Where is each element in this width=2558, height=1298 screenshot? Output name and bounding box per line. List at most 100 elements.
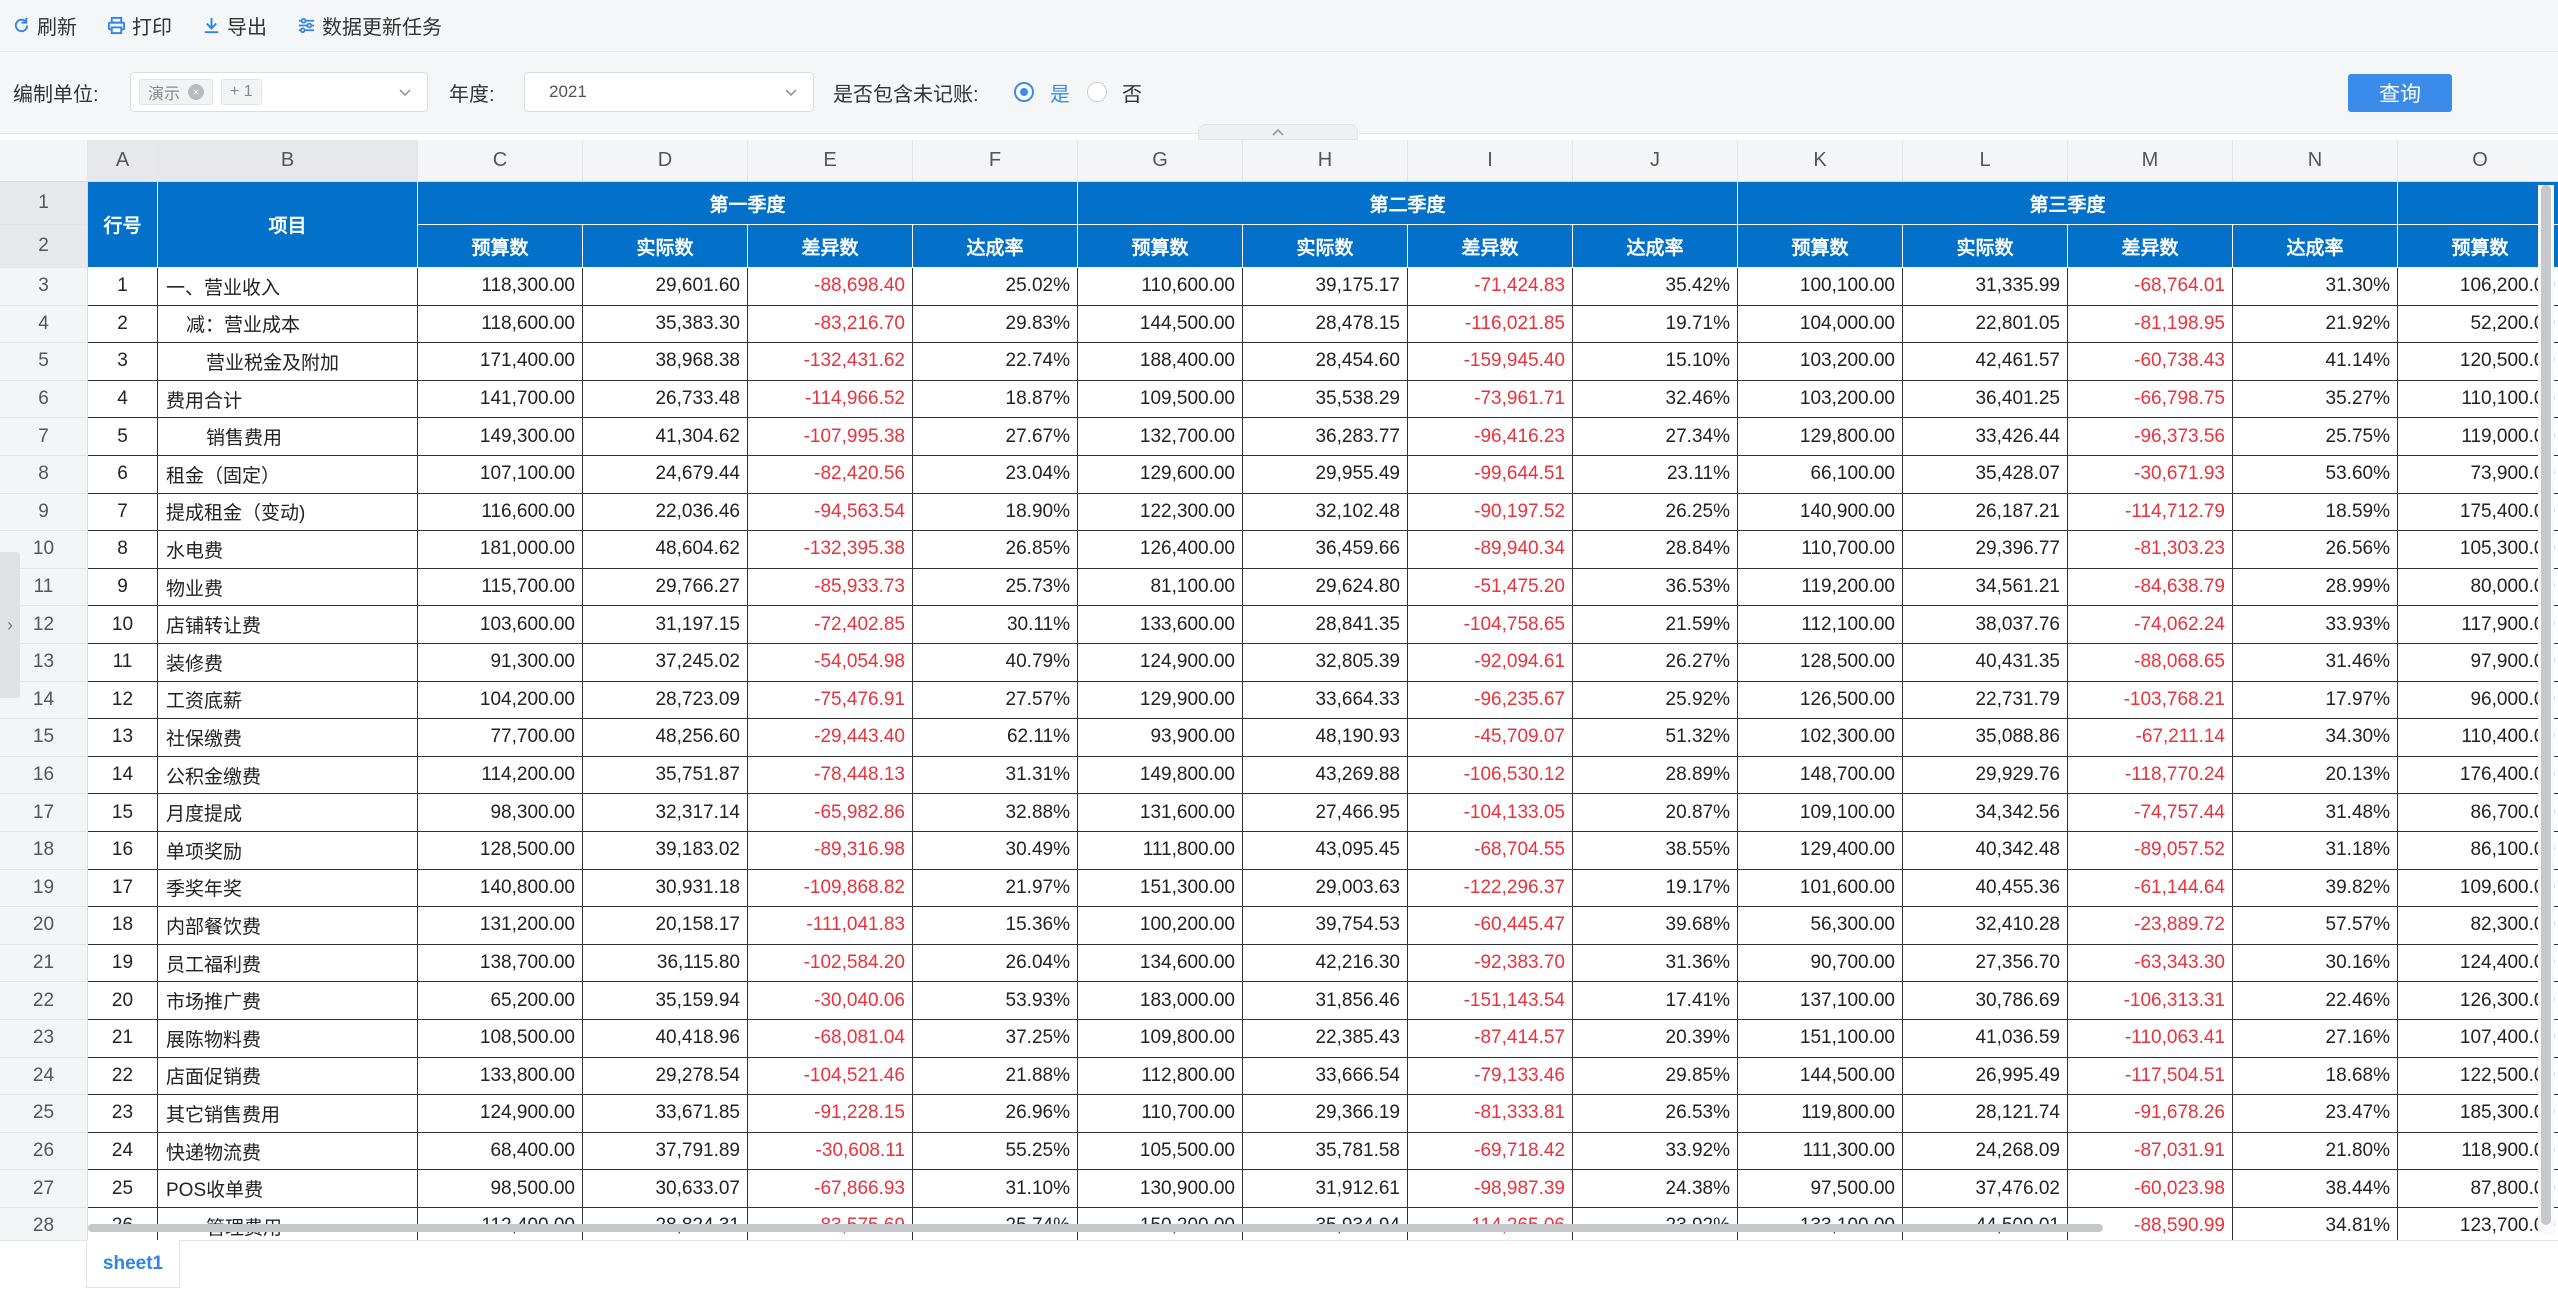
value-cell[interactable]: 30,786.69 xyxy=(1903,982,2068,1020)
value-cell[interactable]: 20,158.17 xyxy=(583,907,748,945)
value-cell[interactable]: -68,704.55 xyxy=(1408,832,1573,870)
column-header-B[interactable]: B xyxy=(158,140,418,182)
side-panel-toggle[interactable]: › xyxy=(0,552,20,698)
row-number-cell[interactable]: 2 xyxy=(88,305,158,344)
value-cell[interactable]: 123,700.00 xyxy=(2398,1208,2558,1240)
row-header[interactable]: 26 xyxy=(0,1132,88,1171)
value-cell[interactable]: 48,604.62 xyxy=(583,531,748,569)
column-header-K[interactable]: K xyxy=(1738,140,1903,182)
row-number-cell[interactable]: 6 xyxy=(88,456,158,494)
value-cell[interactable]: 40,418.96 xyxy=(583,1020,748,1058)
column-header-D[interactable]: D xyxy=(583,140,748,182)
value-cell[interactable]: 36,115.80 xyxy=(583,944,748,983)
row-number-cell[interactable]: 17 xyxy=(88,869,158,908)
value-cell[interactable]: 32,805.39 xyxy=(1243,644,1408,682)
value-cell[interactable]: 53.60% xyxy=(2233,456,2398,494)
value-cell[interactable]: -151,143.54 xyxy=(1408,982,1573,1020)
value-cell[interactable]: -68,081.04 xyxy=(748,1020,913,1058)
row-header[interactable]: 27 xyxy=(0,1170,88,1208)
value-cell[interactable]: 105,300.00 xyxy=(2398,531,2558,569)
value-cell[interactable]: 20.39% xyxy=(1573,1020,1738,1058)
value-cell[interactable]: -63,343.30 xyxy=(2068,944,2233,983)
item-cell[interactable]: 装修费 xyxy=(158,644,418,682)
value-cell[interactable]: 144,500.00 xyxy=(1738,1057,1903,1096)
value-cell[interactable]: 19.71% xyxy=(1573,305,1738,344)
row-header[interactable]: 18 xyxy=(0,832,88,870)
value-cell[interactable]: 31,197.15 xyxy=(583,606,748,644)
value-cell[interactable]: 120,500.00 xyxy=(2398,343,2558,381)
value-cell[interactable]: 81,100.00 xyxy=(1078,568,1243,607)
value-cell[interactable]: 171,400.00 xyxy=(418,343,583,381)
value-cell[interactable]: 40,431.35 xyxy=(1903,644,2068,682)
value-cell[interactable]: 21.92% xyxy=(2233,305,2398,344)
value-cell[interactable]: 134,600.00 xyxy=(1078,944,1243,983)
value-cell[interactable]: 27.16% xyxy=(2233,1020,2398,1058)
row-number-cell[interactable]: 23 xyxy=(88,1095,158,1133)
row-number-cell[interactable]: 5 xyxy=(88,418,158,456)
value-cell[interactable]: -89,316.98 xyxy=(748,832,913,870)
radio-no[interactable] xyxy=(1087,82,1107,102)
column-header-E[interactable]: E xyxy=(748,140,913,182)
value-cell[interactable]: 19.17% xyxy=(1573,869,1738,908)
value-cell[interactable]: 130,900.00 xyxy=(1078,1170,1243,1208)
row-number-cell[interactable]: 4 xyxy=(88,380,158,419)
value-cell[interactable]: 18.87% xyxy=(913,380,1078,419)
value-cell[interactable]: 115,700.00 xyxy=(418,568,583,607)
item-cell[interactable]: 工资底薪 xyxy=(158,681,418,720)
value-cell[interactable]: -106,313.31 xyxy=(2068,982,2233,1020)
value-cell[interactable]: 43,095.45 xyxy=(1243,832,1408,870)
value-cell[interactable]: -84,638.79 xyxy=(2068,568,2233,607)
value-cell[interactable]: 82,300.00 xyxy=(2398,907,2558,945)
value-cell[interactable]: 110,600.00 xyxy=(1078,268,1243,306)
value-cell[interactable]: -107,995.38 xyxy=(748,418,913,456)
value-cell[interactable]: -60,023.98 xyxy=(2068,1170,2233,1208)
value-cell[interactable]: 126,300.00 xyxy=(2398,982,2558,1020)
row-header[interactable]: 6 xyxy=(0,380,88,419)
value-cell[interactable]: 35,781.58 xyxy=(1243,1132,1408,1171)
value-cell[interactable]: -99,644.51 xyxy=(1408,456,1573,494)
value-cell[interactable]: -81,303.23 xyxy=(2068,531,2233,569)
value-cell[interactable]: -104,521.46 xyxy=(748,1057,913,1096)
value-cell[interactable]: 86,700.00 xyxy=(2398,794,2558,832)
value-cell[interactable]: 110,100.00 xyxy=(2398,381,2558,419)
value-cell[interactable]: 32.88% xyxy=(913,794,1078,832)
value-cell[interactable]: 33.92% xyxy=(1573,1132,1738,1171)
vertical-scroll-thumb[interactable] xyxy=(2541,185,2551,1225)
value-cell[interactable]: 37.25% xyxy=(913,1020,1078,1058)
value-cell[interactable]: -132,431.62 xyxy=(748,343,913,381)
radio-yes[interactable] xyxy=(1014,82,1034,102)
row-number-cell[interactable]: 16 xyxy=(88,832,158,870)
row-number-cell[interactable]: 14 xyxy=(88,756,158,795)
value-cell[interactable]: 98,500.00 xyxy=(418,1170,583,1208)
horizontal-scroll-thumb[interactable] xyxy=(88,1224,2103,1232)
row-header[interactable]: 23 xyxy=(0,1020,88,1058)
value-cell[interactable]: 109,800.00 xyxy=(1078,1020,1243,1058)
value-cell[interactable]: 23.04% xyxy=(913,456,1078,494)
value-cell[interactable]: -118,770.24 xyxy=(2068,756,2233,795)
value-cell[interactable]: -67,866.93 xyxy=(748,1170,913,1208)
value-cell[interactable]: -96,416.23 xyxy=(1408,418,1573,456)
value-cell[interactable]: -88,698.40 xyxy=(748,268,913,306)
column-header-C[interactable]: C xyxy=(418,140,583,182)
value-cell[interactable]: 114,200.00 xyxy=(418,756,583,795)
value-cell[interactable]: -109,868.82 xyxy=(748,869,913,908)
value-cell[interactable]: 34.81% xyxy=(2233,1208,2398,1240)
item-cell[interactable]: 销售费用 xyxy=(158,418,418,456)
value-cell[interactable]: -92,094.61 xyxy=(1408,644,1573,682)
value-cell[interactable]: -30,671.93 xyxy=(2068,456,2233,494)
value-cell[interactable]: 91,300.00 xyxy=(418,644,583,682)
value-cell[interactable]: -92,383.70 xyxy=(1408,944,1573,983)
value-cell[interactable]: 148,700.00 xyxy=(1738,756,1903,795)
value-cell[interactable]: 35,159.94 xyxy=(583,982,748,1020)
value-cell[interactable]: 56,300.00 xyxy=(1738,907,1903,945)
value-cell[interactable]: 29.83% xyxy=(913,305,1078,344)
item-cell[interactable]: 市场推广费 xyxy=(158,982,418,1020)
item-cell[interactable]: 费用合计 xyxy=(158,380,418,419)
item-cell[interactable]: 租金（固定） xyxy=(158,456,418,494)
item-cell[interactable]: 公积金缴费 xyxy=(158,756,418,795)
value-cell[interactable]: 151,300.00 xyxy=(1078,869,1243,908)
value-cell[interactable]: 137,100.00 xyxy=(1738,982,1903,1020)
value-cell[interactable]: -103,768.21 xyxy=(2068,681,2233,720)
value-cell[interactable]: -72,402.85 xyxy=(748,606,913,644)
value-cell[interactable]: 22.74% xyxy=(913,343,1078,381)
